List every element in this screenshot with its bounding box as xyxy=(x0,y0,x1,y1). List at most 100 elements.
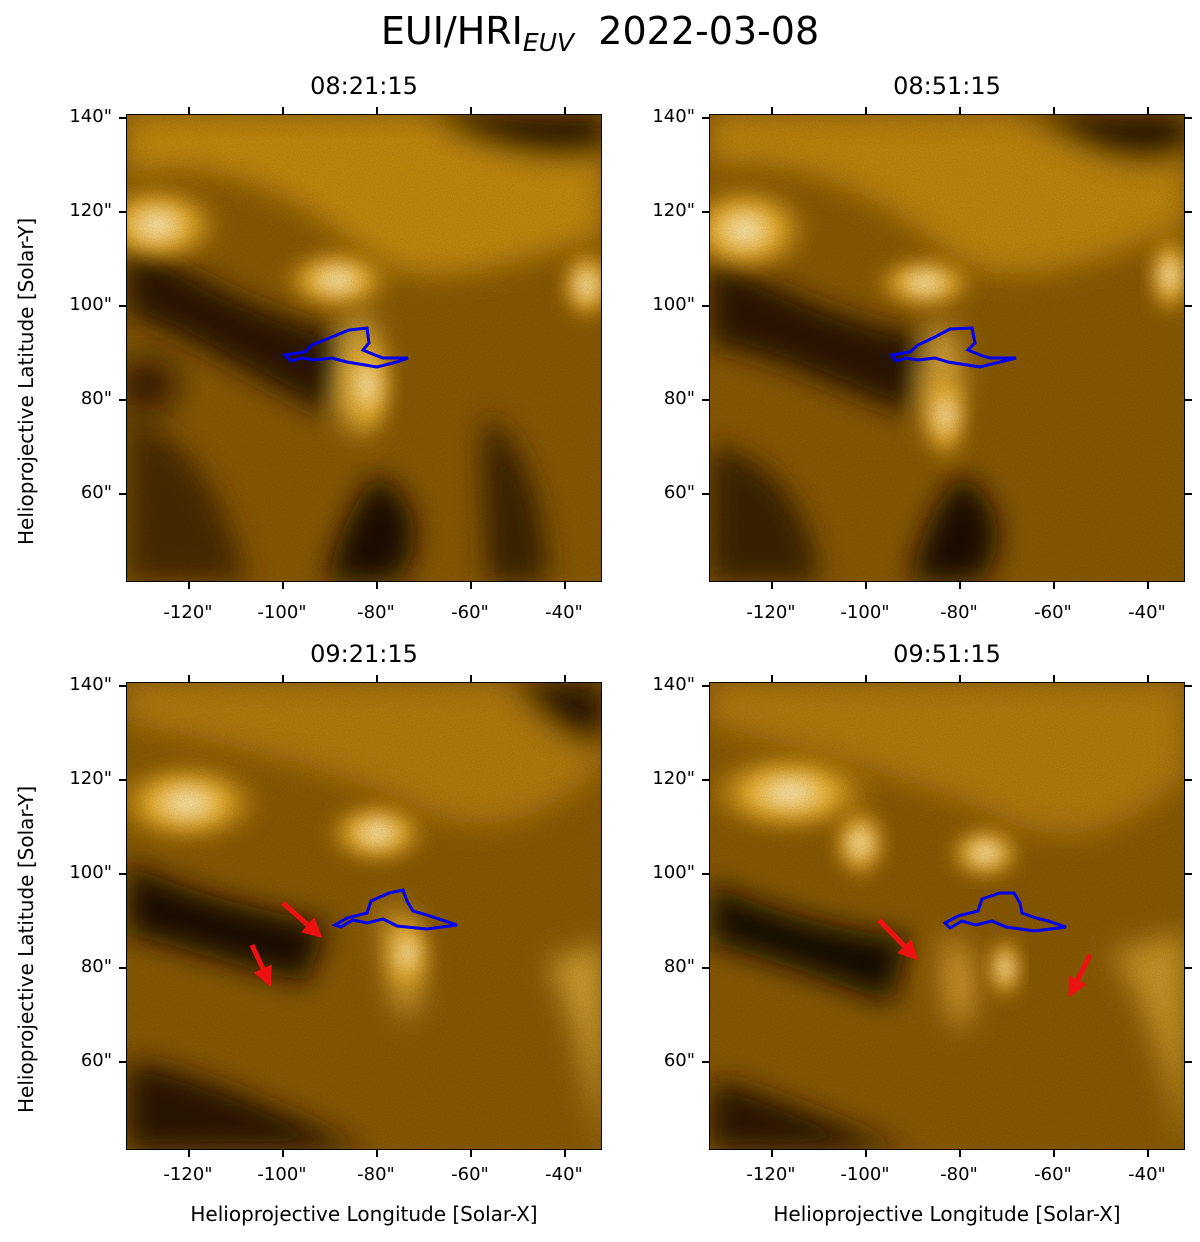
ytick-mark-right xyxy=(1185,305,1192,307)
xtick-label: -120" xyxy=(746,1164,796,1185)
xtick-mark-top xyxy=(1147,675,1149,682)
x-axis-label-left: Helioprojective Longitude [Solar-X] xyxy=(190,1202,538,1226)
xtick-label: -120" xyxy=(163,602,213,623)
xtick-mark xyxy=(1147,1150,1149,1157)
ytick-mark xyxy=(702,211,709,213)
xtick-mark xyxy=(865,582,867,589)
panel-3-image xyxy=(126,682,602,1150)
ytick-label: 60" xyxy=(80,1050,112,1071)
xtick-label: -60" xyxy=(1034,602,1072,623)
xtick-mark-top xyxy=(1147,107,1149,114)
xtick-label: -40" xyxy=(545,1164,583,1185)
xtick-mark-top xyxy=(771,675,773,682)
title-instrument: EUI/HRI xyxy=(380,9,523,53)
ytick-label: 100" xyxy=(652,294,695,315)
ytick-mark-right xyxy=(1185,399,1192,401)
ytick-label: 140" xyxy=(652,106,695,127)
xtick-label: -40" xyxy=(1128,602,1166,623)
xtick-mark-top xyxy=(564,675,566,682)
panel-3-contour xyxy=(331,888,458,931)
ytick-mark xyxy=(119,493,126,495)
ytick-mark xyxy=(119,305,126,307)
ytick-label: 80" xyxy=(80,956,112,977)
panel-2-contour xyxy=(889,326,1017,369)
ytick-label: 80" xyxy=(80,388,112,409)
ytick-mark xyxy=(119,873,126,875)
xtick-mark-top xyxy=(470,107,472,114)
xtick-mark-top xyxy=(959,107,961,114)
panel-2-image xyxy=(709,114,1185,582)
figure-title: EUI/HRIEUV 2022-03-08 xyxy=(0,8,1200,66)
ytick-label: 140" xyxy=(652,674,695,695)
xtick-mark-top xyxy=(188,107,190,114)
xtick-label: -60" xyxy=(451,1164,489,1185)
xtick-mark xyxy=(1147,582,1149,589)
xtick-label: -100" xyxy=(840,1164,890,1185)
ytick-label: 120" xyxy=(69,200,112,221)
xtick-mark-top xyxy=(376,107,378,114)
ytick-mark xyxy=(702,117,709,119)
ytick-mark xyxy=(119,117,126,119)
panel-3-arrow-b xyxy=(249,943,272,987)
xtick-label: -80" xyxy=(357,1164,395,1185)
xtick-mark xyxy=(564,582,566,589)
x-axis-label-right: Helioprojective Longitude [Solar-X] xyxy=(773,1202,1121,1226)
xtick-mark-top xyxy=(470,675,472,682)
xtick-label: -80" xyxy=(940,1164,978,1185)
xtick-label: -60" xyxy=(451,602,489,623)
ytick-mark-right xyxy=(1185,967,1192,969)
ytick-label: 80" xyxy=(663,388,695,409)
y-axis-label-bottom: Helioprojective Latitude [Solar-Y] xyxy=(14,785,38,1113)
panel-1-image xyxy=(126,114,602,582)
title-date: 2022-03-08 xyxy=(598,9,820,53)
ytick-mark xyxy=(119,779,126,781)
xtick-mark xyxy=(376,582,378,589)
xtick-label: -120" xyxy=(163,1164,213,1185)
xtick-mark xyxy=(470,582,472,589)
ytick-label: 120" xyxy=(652,200,695,221)
panel-2-time: 08:51:15 xyxy=(893,72,1001,100)
ytick-mark-right xyxy=(1185,873,1192,875)
xtick-mark-top xyxy=(564,107,566,114)
title-subscript: EUV xyxy=(522,28,575,57)
ytick-mark-right xyxy=(1185,493,1192,495)
ytick-mark xyxy=(119,211,126,213)
ytick-mark-right xyxy=(1185,779,1192,781)
xtick-mark-top xyxy=(282,675,284,682)
xtick-label: -80" xyxy=(357,602,395,623)
ytick-mark-right xyxy=(1185,1061,1192,1063)
ytick-label: 120" xyxy=(69,768,112,789)
ytick-label: 100" xyxy=(69,862,112,883)
xtick-mark xyxy=(959,1150,961,1157)
ytick-mark xyxy=(119,1061,126,1063)
ytick-mark xyxy=(702,493,709,495)
xtick-mark-top xyxy=(188,675,190,682)
xtick-mark xyxy=(1053,582,1055,589)
xtick-mark xyxy=(865,1150,867,1157)
xtick-label: -100" xyxy=(840,602,890,623)
ytick-mark xyxy=(702,1061,709,1063)
ytick-mark xyxy=(702,305,709,307)
ytick-mark xyxy=(702,873,709,875)
ytick-label: 100" xyxy=(652,862,695,883)
xtick-mark xyxy=(771,1150,773,1157)
panel-3-arrow-a xyxy=(281,901,323,938)
panel-1-time: 08:21:15 xyxy=(310,72,418,100)
xtick-mark-top xyxy=(1053,107,1055,114)
xtick-mark-top xyxy=(282,107,284,114)
ytick-mark-right xyxy=(1185,211,1192,213)
xtick-mark xyxy=(959,582,961,589)
ytick-label: 120" xyxy=(652,768,695,789)
y-axis-label-top: Helioprojective Latitude [Solar-Y] xyxy=(14,217,38,545)
panel-4-arrow-a xyxy=(877,918,919,961)
xtick-label: -40" xyxy=(545,602,583,623)
panel-4-time: 09:51:15 xyxy=(893,640,1001,668)
xtick-mark xyxy=(1053,1150,1055,1157)
ytick-mark xyxy=(119,685,126,687)
panel-3-time: 09:21:15 xyxy=(310,640,418,668)
ytick-label: 60" xyxy=(663,1050,695,1071)
ytick-mark xyxy=(702,779,709,781)
ytick-label: 60" xyxy=(80,482,112,503)
xtick-mark xyxy=(376,1150,378,1157)
ytick-mark xyxy=(702,399,709,401)
